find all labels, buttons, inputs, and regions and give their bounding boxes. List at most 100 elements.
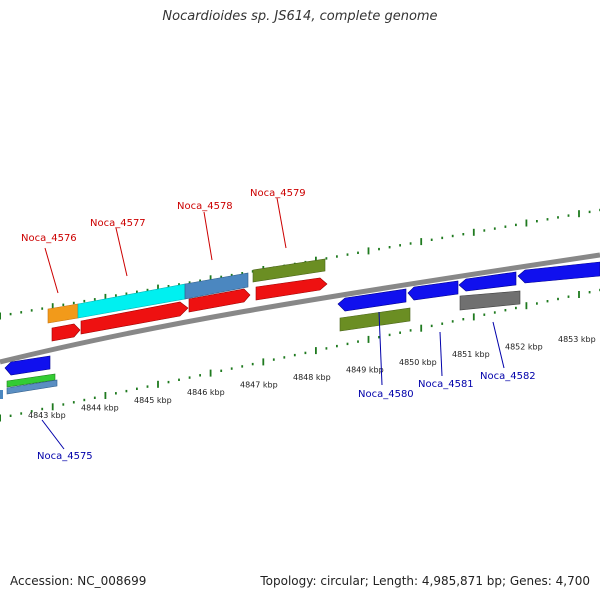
scale-tick-label: 4850 kbp <box>399 358 437 367</box>
gene-feature-noca-4581[interactable] <box>407 280 459 301</box>
scale-minor-tick <box>336 255 338 258</box>
scale-minor-tick <box>430 238 433 241</box>
scale-major-tick <box>51 403 54 411</box>
scale-minor-tick <box>241 365 244 368</box>
scale-minor-tick <box>588 291 591 294</box>
scale-minor-tick <box>346 342 349 346</box>
scale-major-tick <box>367 335 370 343</box>
scale-major-tick <box>472 228 475 236</box>
scale-minor-tick <box>230 367 233 370</box>
scale-minor-tick <box>388 333 391 337</box>
gene-feature-red-4[interactable] <box>255 277 328 301</box>
gene-feature-grey[interactable] <box>459 290 521 311</box>
gene-label-noca-4578[interactable]: Noca_4578 <box>177 201 233 212</box>
scale-tick-label: 4852 kbp <box>505 343 543 352</box>
scale-minor-tick <box>115 392 117 395</box>
scale-minor-tick <box>546 300 549 303</box>
scale-minor-tick <box>293 353 296 357</box>
gene-label-noca-4580[interactable]: Noca_4580 <box>358 389 414 400</box>
scale-major-tick <box>209 275 212 283</box>
scale-minor-tick <box>83 398 86 402</box>
gene-feature-noca-4579[interactable] <box>252 258 326 283</box>
scale-tick-label: 4847 kbp <box>240 381 278 390</box>
scale-minor-tick <box>357 340 359 343</box>
gene-feature-red-3[interactable] <box>188 288 251 313</box>
scale-tick-label: 4846 kbp <box>187 388 225 397</box>
scale-minor-tick <box>483 229 486 232</box>
scale-minor-tick <box>451 234 454 238</box>
scale-minor-tick <box>167 380 170 384</box>
scale-minor-tick <box>146 288 149 292</box>
scale-minor-tick <box>93 396 96 399</box>
scale-minor-tick <box>30 309 33 312</box>
scale-minor-tick <box>41 407 44 411</box>
scale-tick-label: 4845 kbp <box>134 396 172 405</box>
gene-feature-red-2[interactable] <box>80 301 189 335</box>
scale-minor-tick <box>409 242 412 245</box>
gene-callout-lines <box>41 197 505 450</box>
scale-minor-tick <box>462 318 465 321</box>
gene-feature-edge-blue[interactable] <box>0 390 3 399</box>
scale-minor-tick <box>136 290 138 293</box>
gene-feature-noca-4582-a[interactable] <box>458 271 517 292</box>
scale-minor-tick <box>146 385 149 388</box>
scale-major-tick <box>104 293 107 301</box>
scale-minor-tick <box>62 303 65 306</box>
gene-feature-noca-4575-green[interactable] <box>6 373 56 388</box>
scale-minor-tick <box>430 324 433 328</box>
gene-feature-noca-4578[interactable] <box>184 272 249 300</box>
scale-major-tick <box>578 210 580 218</box>
scale-minor-tick <box>567 214 570 217</box>
scale-minor-tick <box>251 362 254 366</box>
gene-label-noca-4576[interactable]: Noca_4576 <box>21 233 77 244</box>
gene-feature-noca-4575-steel[interactable] <box>6 379 58 395</box>
scale-minor-tick <box>378 247 380 251</box>
gene-feature-green-rev[interactable] <box>339 307 411 332</box>
scale-minor-tick <box>188 281 191 284</box>
scale-minor-tick <box>567 295 570 298</box>
gene-label-noca-4577[interactable]: Noca_4577 <box>90 218 146 229</box>
gene-feature-noca-4575-blue[interactable] <box>4 355 51 376</box>
scale-minor-tick <box>41 307 44 310</box>
scale-minor-tick <box>115 294 117 297</box>
gene-label-noca-4579[interactable]: Noca_4579 <box>250 188 306 199</box>
scale-minor-tick <box>283 356 286 359</box>
scale-minor-tick <box>241 272 244 275</box>
gene-feature-blue-tail[interactable] <box>517 261 600 284</box>
scale-minor-tick <box>9 414 12 417</box>
scale-tick-label: 4853 kbp <box>558 335 596 344</box>
gene-label-noca-4575[interactable]: Noca_4575 <box>37 451 93 462</box>
scale-minor-tick <box>72 301 75 305</box>
scale-minor-tick <box>515 306 517 310</box>
scale-minor-tick <box>30 410 33 413</box>
scale-major-tick <box>315 347 317 355</box>
scale-major-tick <box>0 414 1 422</box>
gene-label-noca-4582[interactable]: Noca_4582 <box>480 371 536 382</box>
scale-minor-tick <box>220 369 223 372</box>
scale-minor-tick <box>304 351 307 355</box>
scale-tick-labels: 4843 kbp 4844 kbp 4845 kbp 4846 kbp 4847 kbp… <box>28 335 596 420</box>
scale-major-tick <box>420 324 423 332</box>
scale-minor-tick <box>20 311 23 314</box>
scale-minor-tick <box>62 403 65 406</box>
scale-minor-tick <box>167 285 170 288</box>
scale-minor-tick <box>336 344 338 348</box>
scale-minor-tick <box>72 401 75 404</box>
scale-major-tick <box>525 302 528 310</box>
gene-label-noca-4581[interactable]: Noca_4581 <box>418 379 474 390</box>
gene-name-labels: Noca_4576 Noca_4577 Noca_4578 Noca_4579 … <box>21 188 536 462</box>
scale-minor-tick <box>136 387 138 390</box>
gene-feature-noca-4580[interactable] <box>337 288 407 312</box>
scale-minor-tick <box>462 233 465 236</box>
scale-minor-tick <box>9 312 12 316</box>
gene-feature-red-1[interactable] <box>51 323 81 342</box>
scale-minor-tick <box>230 273 233 277</box>
scale-minor-tick <box>178 378 180 381</box>
scale-minor-tick <box>325 257 328 260</box>
scale-tick-label: 4843 kbp <box>28 411 66 420</box>
scale-minor-tick <box>399 244 401 247</box>
scale-tick-label: 4851 kbp <box>452 350 490 359</box>
scale-tick-label: 4848 kbp <box>293 373 331 382</box>
